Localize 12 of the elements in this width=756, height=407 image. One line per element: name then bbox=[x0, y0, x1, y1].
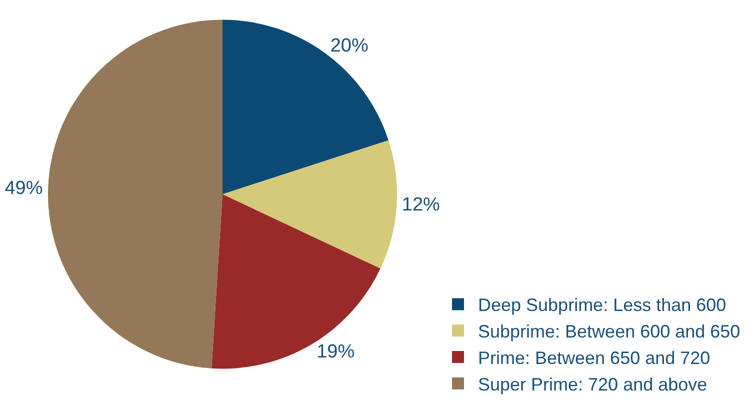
data-label: 12% bbox=[402, 194, 440, 216]
legend-label: Super Prime: 720 and above bbox=[478, 374, 708, 394]
legend-label: Subprime: Between 600 and 650 bbox=[478, 322, 740, 342]
data-label: 20% bbox=[330, 36, 368, 57]
legend-label: Deep Subprime: Less than 600 bbox=[478, 295, 726, 316]
legend-label: Prime: Between 650 and 720 bbox=[478, 348, 710, 368]
pie-slice bbox=[212, 194, 380, 368]
data-label: 19% bbox=[316, 342, 355, 363]
pie-slice bbox=[48, 20, 222, 368]
pie-slice bbox=[222, 140, 397, 269]
pie-slice bbox=[222, 20, 388, 194]
data-label: 49% bbox=[4, 178, 43, 200]
